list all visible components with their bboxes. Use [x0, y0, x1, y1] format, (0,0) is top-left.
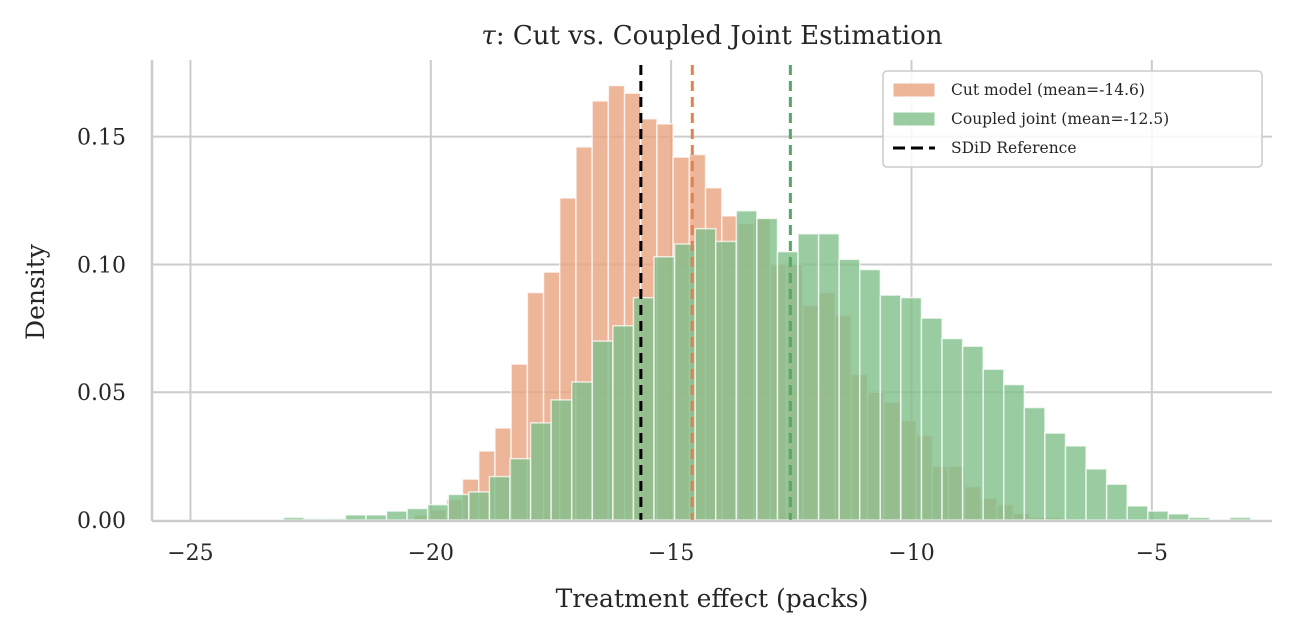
- histogram-bar: [365, 514, 388, 521]
- histogram-bar: [385, 510, 408, 521]
- histogram-bar: [859, 268, 882, 521]
- x-tick-label: −25: [167, 541, 213, 566]
- histogram-bar: [1003, 383, 1026, 521]
- histogram-bar: [694, 227, 717, 521]
- x-tick-label: −5: [1136, 541, 1168, 566]
- x-tick-label: −15: [648, 541, 694, 566]
- histogram-bar: [550, 399, 573, 521]
- histogram-bar: [1147, 510, 1170, 521]
- histogram-bar: [673, 243, 696, 521]
- y-axis-label: Density: [21, 243, 50, 340]
- series-coupled-joint: [282, 210, 1252, 521]
- legend-label: Coupled joint (mean=-12.5): [951, 110, 1169, 128]
- histogram-bar: [941, 337, 964, 521]
- legend-frame: [882, 70, 1263, 168]
- histogram-bar: [509, 457, 532, 521]
- histogram-bar: [797, 233, 820, 521]
- y-axis-ticks: 0.00 0.05 0.10 0.15: [77, 126, 126, 534]
- histogram-bar: [735, 210, 758, 521]
- histogram-bar: [468, 491, 491, 521]
- histogram-bar: [879, 294, 902, 521]
- histogram-bar: [529, 422, 552, 521]
- x-axis-label: Treatment effect (packs): [556, 584, 869, 613]
- x-tick-label: −20: [408, 541, 454, 566]
- histogram-bar: [776, 250, 799, 521]
- x-axis-ticks: −25 −20 −15 −10 −5: [167, 541, 1168, 566]
- histogram-bar: [756, 217, 779, 521]
- histogram-bar: [1188, 516, 1211, 521]
- histogram-bar: [612, 325, 635, 521]
- legend-label: SDiD Reference: [951, 139, 1077, 157]
- title-text: : Cut vs. Coupled Joint Estimation: [496, 21, 943, 51]
- reference-lines: [639, 65, 792, 520]
- histogram-bar: [653, 256, 676, 521]
- histogram-bar: [1126, 505, 1149, 521]
- legend: Cut model (mean=-14.6) Coupled joint (mea…: [882, 70, 1263, 168]
- histogram-bar: [1105, 483, 1128, 521]
- histogram-bar: [900, 296, 923, 521]
- histogram-bar: [1064, 445, 1087, 521]
- histogram-bar: [961, 345, 984, 521]
- legend-item: SDiD Reference: [893, 139, 1077, 157]
- histogram-bar: [447, 493, 470, 521]
- histogram-bar: [1229, 516, 1252, 521]
- legend-item: Cut model (mean=-14.6): [892, 81, 1145, 99]
- legend-item: Coupled joint (mean=-12.5): [892, 110, 1169, 128]
- histogram-bar: [1085, 468, 1108, 521]
- histogram-bar: [488, 475, 511, 521]
- histogram-bar: [838, 258, 861, 521]
- histogram-bar: [406, 507, 429, 521]
- histogram-bar: [920, 317, 943, 521]
- legend-swatch: [892, 111, 936, 127]
- histogram-bar: [632, 296, 655, 521]
- x-tick-label: −10: [888, 541, 934, 566]
- y-tick-label: 0.00: [77, 509, 126, 534]
- y-tick-label: 0.15: [77, 126, 126, 151]
- y-tick-label: 0.10: [77, 253, 126, 278]
- histogram-bar: [282, 516, 306, 521]
- chart-title: τ: Cut vs. Coupled Joint Estimation: [481, 21, 942, 51]
- histogram-bar: [1044, 432, 1067, 521]
- legend-label: Cut model (mean=-14.6): [951, 81, 1145, 99]
- histogram-bar: [1167, 513, 1190, 521]
- histogram-bar: [426, 503, 450, 521]
- y-tick-label: 0.05: [77, 381, 126, 406]
- histogram-bar: [714, 240, 738, 521]
- histogram-bar: [982, 368, 1005, 521]
- histogram-bar: [570, 381, 594, 521]
- histogram-bar: [817, 233, 840, 521]
- histogram-bar: [1023, 406, 1046, 521]
- legend-swatch: [892, 82, 936, 98]
- histogram-bar: [591, 340, 614, 521]
- histogram-bar: [344, 514, 367, 521]
- title-symbol: τ: [481, 21, 496, 51]
